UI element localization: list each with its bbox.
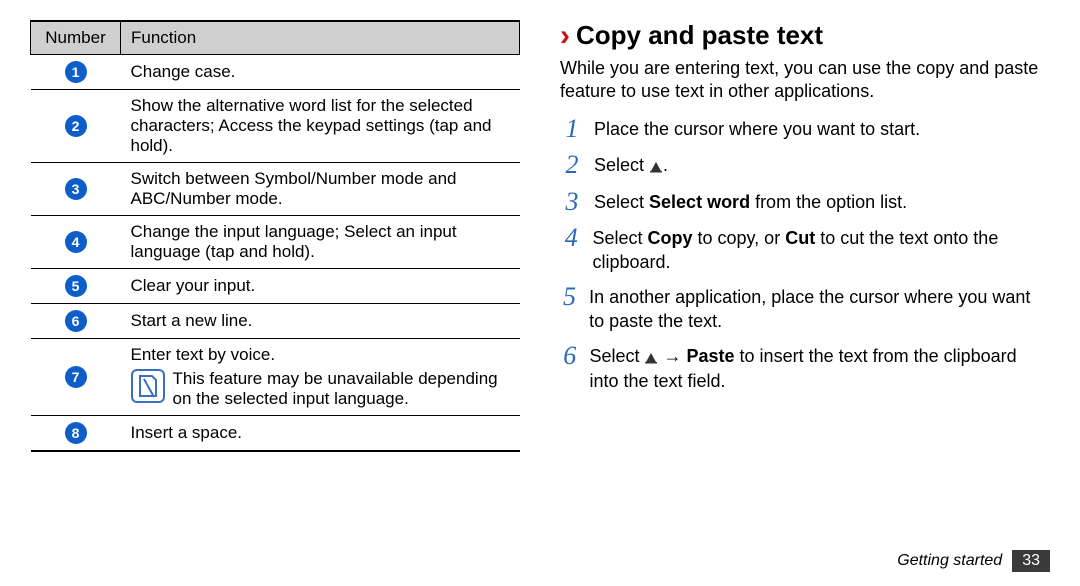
step-number: 5 [560,284,579,310]
row-function-cell: Clear your input. [121,269,520,304]
row-function-cell: Show the alternative word list for the s… [121,90,520,163]
step-item: 5 In another application, place the curs… [560,284,1050,333]
row-number-cell: 4 [31,216,121,269]
row-function-cell: Insert a space. [121,416,520,452]
row-function-cell: Enter text by voice. This feature may be… [121,339,520,416]
table-row: 1 Change case. [31,55,520,90]
page-footer: Getting started 33 [897,550,1050,572]
step-text: Select Select word from the option list. [594,189,907,214]
step-number: 6 [560,343,579,369]
two-column-layout: Number Function 1 Change case. 2 Show th… [30,20,1050,452]
step6-arrow: → [658,346,686,366]
step-text: Place the cursor where you want to start… [594,116,920,141]
note-block: This feature may be unavailable dependin… [131,365,510,409]
section-intro: While you are entering text, you can use… [560,57,1050,102]
table-row: 4 Change the input language; Select an i… [31,216,520,269]
footer-chapter: Getting started [897,552,1002,570]
step4-bold2: Cut [785,228,815,248]
step-item: 4 Select Copy to copy, or Cut to cut the… [560,225,1050,274]
row-number-cell: 5 [31,269,121,304]
row-number-cell: 8 [31,416,121,452]
chevron-right-icon: › [560,21,570,51]
right-column: › Copy and paste text While you are ente… [560,20,1050,452]
step4-pre: Select [592,228,647,248]
number-badge-8: 8 [65,422,87,444]
step2-post: . [663,155,668,175]
menu-icon [649,156,663,179]
step6-pre: Select [589,346,644,366]
section-heading: › Copy and paste text [560,20,1050,51]
note-text: This feature may be unavailable dependin… [173,369,510,409]
step2-pre: Select [594,155,649,175]
step-text: In another application, place the cursor… [589,284,1050,333]
section-title-text: Copy and paste text [576,20,823,51]
table-row: 7 Enter text by voice. This feature may … [31,339,520,416]
steps-list: 1 Place the cursor where you want to sta… [560,116,1050,394]
step-number: 3 [560,189,584,215]
number-badge-3: 3 [65,178,87,200]
step-number: 4 [560,225,582,251]
table-row: 3 Switch between Symbol/Number mode and … [31,163,520,216]
number-badge-2: 2 [65,115,87,137]
row-number-cell: 6 [31,304,121,339]
menu-icon [644,347,658,370]
row-number-cell: 2 [31,90,121,163]
header-function: Function [121,21,520,55]
number-badge-7: 7 [65,366,87,388]
manual-page: Number Function 1 Change case. 2 Show th… [0,0,1080,586]
step-text: Select Copy to copy, or Cut to cut the t… [592,225,1050,274]
step-number: 1 [560,116,584,142]
step3-post: from the option list. [750,192,907,212]
step6-bold: Paste [687,346,735,366]
step-item: 6 Select → Paste to insert the text from… [560,343,1050,394]
header-number: Number [31,21,121,55]
number-badge-6: 6 [65,310,87,332]
row-function-cell: Change case. [121,55,520,90]
step4-bold1: Copy [647,228,692,248]
step-item: 3 Select Select word from the option lis… [560,189,1050,215]
function-table: Number Function 1 Change case. 2 Show th… [30,20,520,452]
step-text: Select . [594,152,668,179]
step3-pre: Select [594,192,649,212]
step-item: 2 Select . [560,152,1050,179]
row-function-cell: Change the input language; Select an inp… [121,216,520,269]
table-row: 5 Clear your input. [31,269,520,304]
row-number-cell: 1 [31,55,121,90]
footer-page-number: 33 [1012,550,1050,572]
left-column: Number Function 1 Change case. 2 Show th… [30,20,520,452]
table-row: 8 Insert a space. [31,416,520,452]
row7-main-text: Enter text by voice. [131,345,510,365]
step-item: 1 Place the cursor where you want to sta… [560,116,1050,142]
note-icon [131,369,165,403]
table-row: 2 Show the alternative word list for the… [31,90,520,163]
row-number-cell: 3 [31,163,121,216]
number-badge-5: 5 [65,275,87,297]
number-badge-4: 4 [65,231,87,253]
number-badge-1: 1 [65,61,87,83]
table-header-row: Number Function [31,21,520,55]
step3-bold: Select word [649,192,750,212]
step-text: Select → Paste to insert the text from t… [589,343,1050,394]
step4-mid: to copy, or [692,228,785,248]
table-row: 6 Start a new line. [31,304,520,339]
row-number-cell: 7 [31,339,121,416]
step-number: 2 [560,152,584,178]
row-function-cell: Start a new line. [121,304,520,339]
row-function-cell: Switch between Symbol/Number mode and AB… [121,163,520,216]
